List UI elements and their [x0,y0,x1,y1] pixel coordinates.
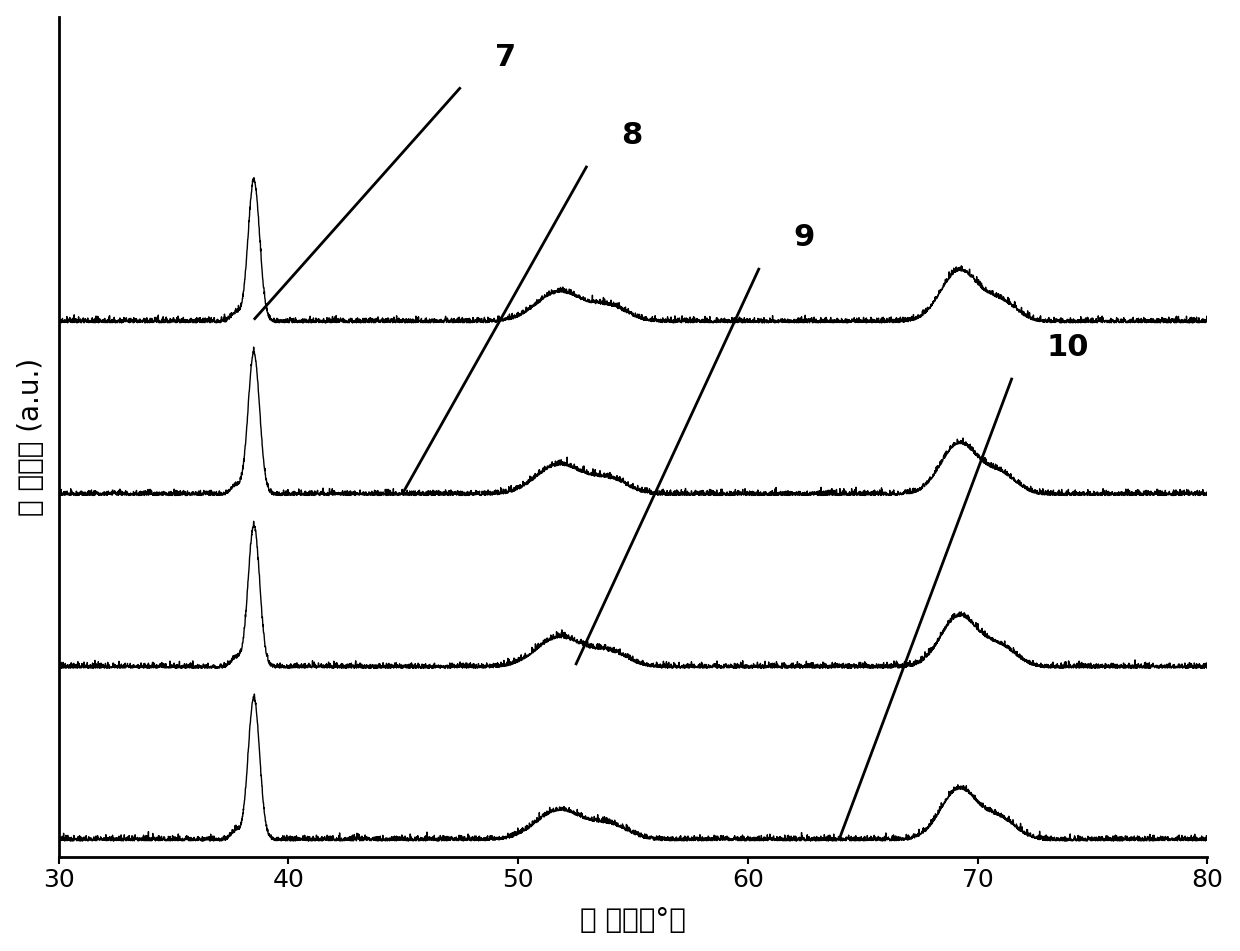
X-axis label: 衍 射角（°）: 衍 射角（°） [580,906,686,934]
Text: 8: 8 [621,121,642,150]
Text: 7: 7 [495,43,516,71]
Y-axis label: 衍 射强度 (a.u.): 衍 射强度 (a.u.) [16,358,45,515]
Text: 9: 9 [794,223,815,252]
Text: 10: 10 [1047,333,1089,362]
